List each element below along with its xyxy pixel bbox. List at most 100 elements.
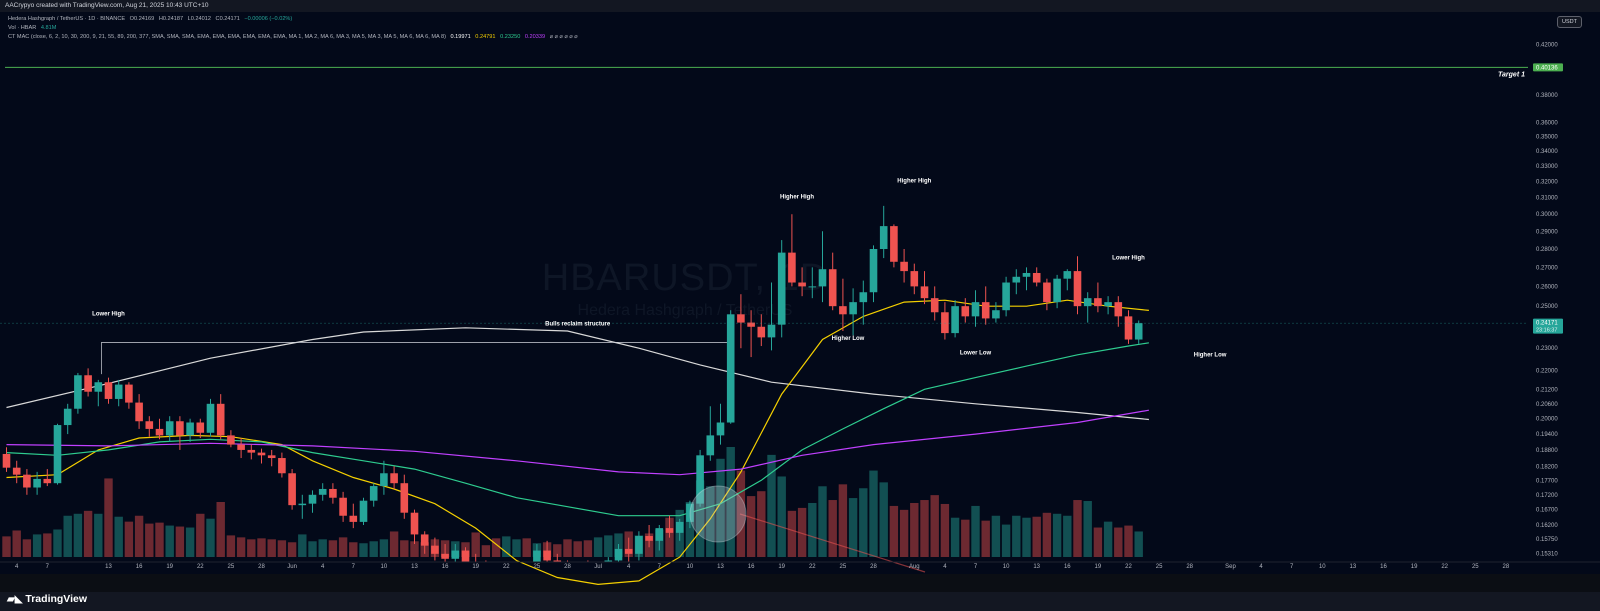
volume-bar	[910, 502, 919, 557]
legend-ind-value-3: 0.23250	[500, 34, 521, 40]
volume-bar	[134, 515, 144, 557]
candle-body	[665, 528, 674, 533]
candle-body	[1104, 302, 1112, 307]
candle-body	[645, 536, 653, 541]
volume-bar	[573, 541, 582, 557]
candle-body	[686, 503, 694, 522]
y-tick-label: 0.34000	[1536, 149, 1558, 155]
volume-bar	[746, 496, 756, 557]
candle-body	[420, 534, 429, 546]
candle-body	[553, 560, 562, 562]
x-tick-label: 7	[658, 564, 662, 570]
candle-body	[574, 574, 582, 577]
candle-body	[1032, 272, 1041, 283]
x-tick-label: Jul	[594, 564, 602, 570]
candle-body	[451, 550, 460, 559]
volume-bar	[349, 542, 358, 557]
volume-bar	[318, 539, 327, 557]
candle-body	[716, 422, 725, 436]
y-tick-label: 0.18800	[1536, 448, 1558, 454]
volume-bar	[726, 447, 735, 557]
tv-logo-icon: ▰◣	[7, 594, 23, 605]
candle-body	[206, 403, 215, 433]
chart-pane[interactable]	[0, 12, 1600, 574]
candle-body	[339, 497, 347, 516]
volume-bar	[298, 534, 307, 557]
legend-indicator[interactable]: CT MAC (close, 6, 2, 10, 30, 200, 9, 21,…	[8, 34, 446, 40]
volume-bar	[216, 502, 225, 557]
annotation-label: Higher High	[897, 178, 931, 184]
candle-body	[971, 302, 980, 317]
candle-body	[513, 584, 521, 592]
candle-body	[431, 545, 439, 554]
candle-body	[614, 548, 623, 561]
candle-body	[726, 314, 735, 423]
x-tick-label: 28	[564, 564, 571, 570]
candle-body	[1002, 282, 1010, 311]
volume-bar	[287, 542, 297, 557]
x-tick-label: 22	[1441, 564, 1448, 570]
candle-body	[145, 421, 154, 429]
legend-symbol-row: Hedera Hashgraph / TetherUS · 1D · BINAN…	[8, 16, 295, 22]
legend-symbol[interactable]: Hedera Hashgraph / TetherUS · 1D · BINAN…	[8, 16, 126, 22]
annotation-label: Bulls reclaim structure	[545, 322, 611, 328]
y-tick-label: 0.29000	[1536, 229, 1558, 235]
volume-bar	[267, 539, 276, 557]
y-tick-label: 0.20600	[1536, 402, 1558, 408]
legend-volume-value: 4.81M	[40, 25, 57, 31]
candle-body	[808, 286, 817, 288]
currency-button[interactable]: USDT	[1557, 16, 1582, 28]
y-tick-label: 0.31000	[1536, 196, 1558, 202]
volume-bar	[522, 538, 531, 557]
candle-body	[380, 473, 388, 487]
candle-body	[1022, 272, 1031, 277]
legend-volume-row: Vol · HBAR 4.81M	[8, 25, 59, 31]
x-tick-label: 22	[503, 564, 510, 570]
annotation-label: Lower High	[92, 311, 125, 317]
x-tick-label: 4	[943, 564, 947, 570]
ma-line-2	[6, 299, 1149, 586]
y-tick-label: 0.42000	[1536, 43, 1558, 49]
tradingview-logo[interactable]: ▰◣ TradingView	[7, 593, 87, 605]
candle-body	[135, 402, 143, 422]
volume-bar	[369, 541, 378, 557]
annotation-label: Higher High	[780, 194, 814, 200]
volume-bar	[848, 498, 858, 557]
x-tick-label: 19	[1411, 564, 1418, 570]
volume-bar	[828, 500, 837, 557]
candle-body	[767, 324, 776, 338]
candle-body	[247, 449, 256, 453]
annotation-label: Lower High	[1112, 256, 1145, 262]
volume-bar	[1134, 531, 1143, 557]
candle-body	[624, 548, 633, 554]
volume-bar	[124, 521, 134, 557]
volume-bar	[32, 534, 42, 557]
volume-bar	[1103, 521, 1113, 557]
x-tick-label: 4	[1259, 564, 1263, 570]
x-tick-label: 19	[778, 564, 785, 570]
candle-body	[635, 536, 643, 554]
legend-open: O0.24169	[129, 16, 155, 22]
annotation-label: Higher Low	[1194, 353, 1227, 359]
x-tick-label: Sep	[1225, 564, 1236, 570]
x-tick-label: 28	[870, 564, 877, 570]
volume-bar	[583, 540, 593, 557]
x-tick-label: 4	[15, 564, 19, 570]
volume-bar	[889, 505, 899, 557]
x-tick-label: 7	[974, 564, 978, 570]
y-tick-label: 0.20000	[1536, 417, 1558, 423]
candle-body	[961, 306, 970, 317]
candle-body	[165, 421, 174, 436]
price-chart[interactable]: Target 1 Lower High Bulls reclaim structur…	[0, 12, 1600, 592]
volume-bar	[338, 537, 348, 557]
x-tick-label: 28	[258, 564, 265, 570]
candle-body	[839, 306, 847, 315]
volume-bar	[145, 523, 154, 557]
y-tick-label: 0.30000	[1536, 212, 1558, 218]
legend-volume-label[interactable]: Vol · HBAR	[8, 25, 37, 31]
volume-bar	[328, 540, 338, 557]
x-tick-label: Jun	[287, 564, 297, 570]
candle-body	[828, 269, 837, 307]
volume-bar	[63, 515, 72, 557]
volume-bar	[1063, 515, 1072, 557]
